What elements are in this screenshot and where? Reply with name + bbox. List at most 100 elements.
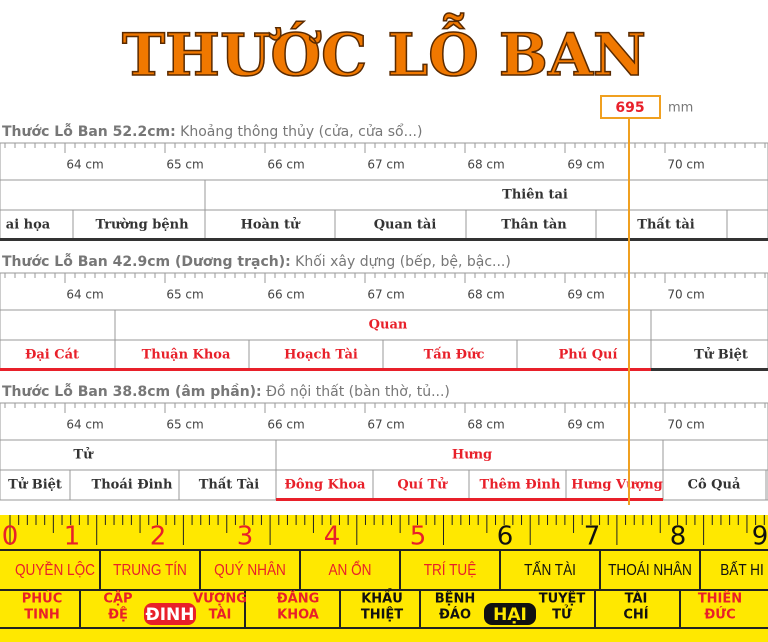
cell-label: Quan tài xyxy=(374,218,437,233)
cm-label: 64 cm xyxy=(66,418,103,432)
tape-highlight xyxy=(484,603,536,625)
tape-cell: KHOA xyxy=(277,608,319,623)
cm-label: 69 cm xyxy=(567,288,604,302)
cm-label: 70 cm xyxy=(667,418,704,432)
cell-label: Đông Khoa xyxy=(285,478,367,493)
cell-label: Hưng xyxy=(452,448,492,463)
tape-number: 0 xyxy=(2,522,19,552)
cm-label: 66 cm xyxy=(267,158,304,172)
ruler-band xyxy=(0,142,768,241)
tape-number: 6 xyxy=(497,522,514,552)
cm-label: 68 cm xyxy=(467,288,504,302)
tape-number: 3 xyxy=(237,522,254,552)
tape-cell: TRUNG TÍN xyxy=(113,561,187,579)
cell-label: Hoàn tử xyxy=(241,217,301,233)
cm-label: 69 cm xyxy=(567,418,604,432)
tape-cell: TINH xyxy=(24,608,59,623)
cell-label: Thất tài xyxy=(637,217,695,233)
underline xyxy=(651,368,768,371)
cell-label: Cô Quả xyxy=(688,477,741,493)
underline xyxy=(0,238,768,241)
cell-label: Tấn Đức xyxy=(424,347,485,363)
cm-label: 65 cm xyxy=(166,288,203,302)
underline xyxy=(276,498,663,501)
tape-cell: THOÁI NHÂN xyxy=(608,561,692,579)
tape-highlight xyxy=(144,603,196,625)
tape-cell: PHÚC xyxy=(22,591,63,607)
tape-cell: CHÍ xyxy=(623,607,648,623)
cm-label: 66 cm xyxy=(267,418,304,432)
cell-label: Quí Tử xyxy=(397,477,448,493)
cm-label: 69 cm xyxy=(567,158,604,172)
cell-label: Tử Biệt xyxy=(8,477,62,493)
page-title: THƯỚC LỖ BAN xyxy=(122,13,646,89)
cm-label: 68 cm xyxy=(467,418,504,432)
ruler-band xyxy=(0,272,768,371)
tape-cell: HẠI xyxy=(493,605,527,625)
tape-cell: ĐINH xyxy=(145,605,194,625)
tape-cell: TÀI xyxy=(625,591,648,607)
tape-cell: ĐỨC xyxy=(704,607,735,623)
ruler-band xyxy=(0,402,768,501)
tape-cell: CẬP xyxy=(103,591,132,607)
cm-label: 67 cm xyxy=(367,288,404,302)
tape-cell: THIỆT xyxy=(361,607,403,623)
cm-label: 65 cm xyxy=(166,158,203,172)
cell-label: ai họa xyxy=(6,218,51,233)
tape-cell: TÀI xyxy=(209,607,232,623)
tape-number: 8 xyxy=(670,522,687,552)
indicator-unit: mm xyxy=(668,101,693,116)
cell-label: Thoái Đinh xyxy=(92,478,173,493)
tape-cell: TẤN TÀI xyxy=(524,561,576,579)
cell-label: Tử xyxy=(73,447,94,463)
ruler-description: Khoảng thông thủy (cửa, cửa sổ...) xyxy=(176,123,423,140)
tape-cell: TUYỆT xyxy=(539,591,586,607)
cell-label: Thiên tai xyxy=(502,188,568,203)
tape-cell: AN ỔN xyxy=(328,560,371,579)
cm-label: 65 cm xyxy=(166,418,203,432)
cell-label: Tử Biệt xyxy=(694,347,748,363)
tape-cell: ĐỆ xyxy=(108,607,128,623)
ruler-name: Thước Lỗ Ban 38.8cm (âm phần): xyxy=(2,383,262,400)
tape xyxy=(0,515,768,642)
tape-cell: TRÍ TUỆ xyxy=(424,561,477,579)
tape-cell: BỆNH xyxy=(435,591,476,607)
indicator-box xyxy=(600,95,661,119)
cm-label: 70 cm xyxy=(667,158,704,172)
ruler-description: Khối xây dựng (bếp, bệ, bậc...) xyxy=(291,253,511,270)
cell-label: Thêm Đinh xyxy=(480,478,561,493)
ruler-name: Thước Lỗ Ban 42.9cm (Dương trạch): xyxy=(2,253,291,270)
ruler-description: Đồ nội thất (bàn thờ, tủ...) xyxy=(262,383,450,400)
tape-cell: KHẨU xyxy=(361,589,403,607)
ruler-name: Thước Lỗ Ban 52.2cm: xyxy=(2,123,176,140)
ruler-heading: Thước Lỗ Ban 42.9cm (Dương trạch): Khối … xyxy=(2,253,511,270)
tape-cell: BẤT HI xyxy=(720,561,764,579)
underline xyxy=(0,368,651,371)
tape-number: 1 xyxy=(64,522,81,552)
cm-label: 64 cm xyxy=(66,158,103,172)
indicator-value: 695 xyxy=(615,100,644,116)
tape-cell: TỬ xyxy=(552,606,572,623)
cm-label: 64 cm xyxy=(66,288,103,302)
cm-label: 67 cm xyxy=(367,158,404,172)
cell-label: Thuận Khoa xyxy=(142,348,231,363)
cm-label: 70 cm xyxy=(667,288,704,302)
tape-number: 9 xyxy=(752,522,768,552)
tape-cell: ĐÁO xyxy=(439,607,471,623)
tape-number: 5 xyxy=(410,522,427,552)
tape-number: 2 xyxy=(150,522,167,552)
ruler-heading: Thước Lỗ Ban 38.8cm (âm phần): Đồ nội th… xyxy=(2,383,450,400)
cell-label: Đại Cát xyxy=(25,348,79,363)
tape-cell: VƯỢNG xyxy=(193,592,247,607)
cell-label: Trường bệnh xyxy=(95,218,189,233)
cm-label: 66 cm xyxy=(267,288,304,302)
tape-number: 4 xyxy=(324,522,341,552)
cell-label: Hưng Vượng xyxy=(571,478,663,493)
cell-label: Thất Tài xyxy=(199,477,260,493)
cell-label: Phú Quí xyxy=(559,348,618,363)
tape-cell: QUYỀN LỘC xyxy=(15,561,95,579)
cell-label: Thân tàn xyxy=(501,218,567,233)
cm-label: 68 cm xyxy=(467,158,504,172)
tape-number: 7 xyxy=(584,522,601,552)
